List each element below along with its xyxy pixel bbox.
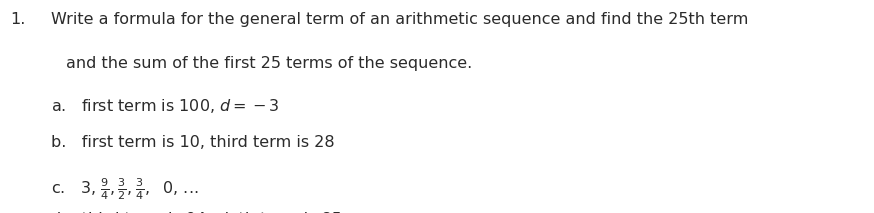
Text: 1.: 1.	[10, 12, 26, 27]
Text: and the sum of the first 25 terms of the sequence.: and the sum of the first 25 terms of the…	[66, 56, 473, 71]
Text: Write a formula for the general term of an arithmetic sequence and find the 25th: Write a formula for the general term of …	[51, 12, 748, 27]
Text: d.   third term is 94, sixth term is 85: d. third term is 94, sixth term is 85	[51, 212, 342, 213]
Text: b.   first term is 10, third term is 28: b. first term is 10, third term is 28	[51, 135, 335, 150]
Text: c.   3, $\frac{9}{4}, \frac{3}{2}, \frac{3}{4},$  0, ...: c. 3, $\frac{9}{4}, \frac{3}{2}, \frac{3…	[51, 176, 198, 201]
Text: a.   first term is 100, $d = -3$: a. first term is 100, $d = -3$	[51, 97, 280, 115]
